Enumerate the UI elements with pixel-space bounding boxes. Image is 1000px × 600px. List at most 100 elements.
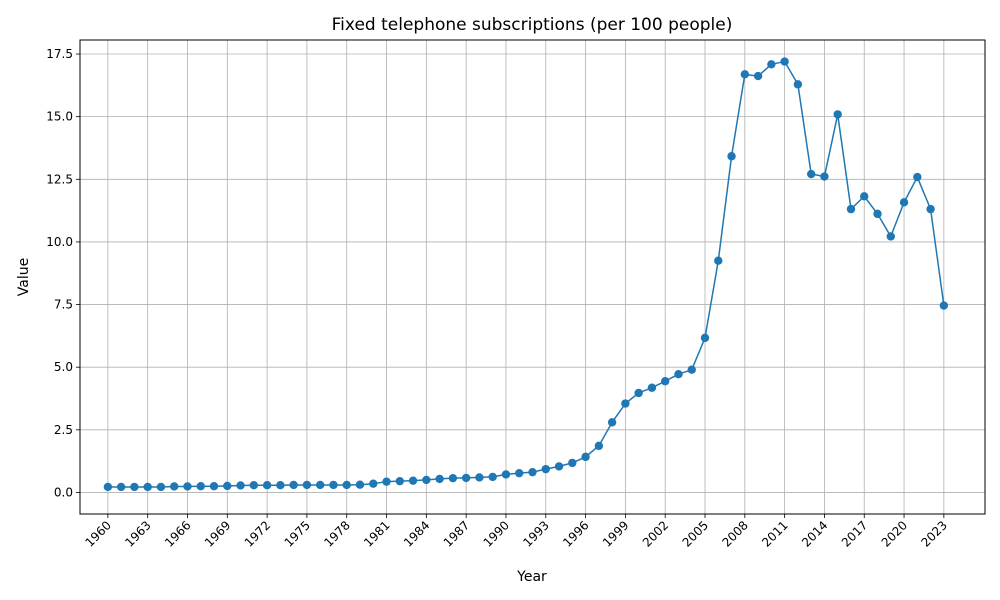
data-point bbox=[475, 473, 484, 482]
data-point bbox=[130, 482, 139, 492]
data-point bbox=[913, 172, 922, 182]
data-point bbox=[660, 377, 670, 386]
x-tick-label: 1996 bbox=[560, 518, 591, 549]
x-tick-label: 2020 bbox=[879, 518, 910, 549]
y-tick-label: 15.0 bbox=[46, 110, 73, 124]
data-point bbox=[369, 479, 378, 488]
data-point bbox=[568, 458, 577, 468]
data-point bbox=[846, 204, 856, 214]
data-point bbox=[408, 476, 418, 485]
x-axis: 1960 1963 1966 1969 1972 1975 1978 1981 1984 1987… bbox=[82, 514, 950, 550]
data-point bbox=[183, 482, 192, 491]
data-point bbox=[700, 333, 710, 343]
x-tick-label: 1999 bbox=[600, 518, 631, 549]
y-tick-label: 5.0 bbox=[54, 360, 73, 374]
x-tick-label: 2014 bbox=[799, 518, 830, 549]
x-tick-label: 1975 bbox=[282, 518, 313, 549]
data-point bbox=[528, 467, 537, 477]
y-tick-label: 0.0 bbox=[54, 485, 73, 499]
data-point bbox=[714, 256, 723, 265]
x-tick-label: 1966 bbox=[162, 518, 193, 549]
data-point bbox=[873, 209, 882, 219]
y-tick-label: 10.0 bbox=[46, 235, 73, 249]
x-tick-label: 1990 bbox=[481, 518, 512, 549]
data-point bbox=[899, 198, 909, 207]
data-point bbox=[488, 472, 497, 482]
data-point bbox=[634, 388, 643, 398]
x-tick-label: 1984 bbox=[401, 518, 432, 549]
data-point bbox=[581, 452, 590, 462]
data-point bbox=[820, 172, 829, 181]
y-tick-label: 12.5 bbox=[46, 172, 73, 186]
series-line bbox=[107, 60, 945, 488]
data-point bbox=[674, 370, 683, 379]
x-tick-label: 2002 bbox=[640, 518, 671, 549]
data-point bbox=[541, 464, 550, 474]
data-point bbox=[860, 192, 869, 201]
data-point bbox=[515, 468, 524, 478]
data-point bbox=[647, 383, 657, 392]
data-point bbox=[740, 70, 750, 79]
data-point bbox=[116, 482, 126, 492]
data-point bbox=[448, 473, 458, 483]
data-point bbox=[262, 480, 272, 490]
data-point bbox=[196, 481, 205, 491]
data-point bbox=[382, 477, 391, 486]
y-tick-label: 2.5 bbox=[54, 423, 73, 437]
data-point bbox=[315, 480, 325, 490]
data-point bbox=[329, 480, 338, 490]
y-axis-label: Value bbox=[16, 258, 32, 296]
data-point bbox=[886, 232, 895, 241]
data-point bbox=[276, 480, 285, 490]
plot-frame bbox=[79, 39, 986, 515]
data-point bbox=[289, 480, 298, 490]
data-point bbox=[793, 80, 803, 89]
x-tick-label: 2008 bbox=[719, 518, 750, 549]
chart-title: Fixed telephone subscriptions (per 100 p… bbox=[332, 15, 733, 35]
data-point bbox=[422, 475, 431, 485]
data-point bbox=[249, 480, 259, 490]
data-point bbox=[607, 418, 617, 427]
x-tick-label: 1981 bbox=[361, 518, 392, 549]
data-point bbox=[236, 481, 245, 490]
y-tick-label: 7.5 bbox=[54, 298, 73, 312]
x-tick-label: 1972 bbox=[242, 518, 273, 549]
data-point bbox=[461, 473, 471, 483]
data-point bbox=[939, 301, 949, 310]
data-point bbox=[687, 365, 696, 374]
data-point bbox=[342, 480, 351, 490]
data-point bbox=[926, 204, 935, 214]
data-point bbox=[621, 399, 630, 408]
data-point bbox=[501, 470, 511, 479]
data-point bbox=[806, 169, 816, 179]
data-point bbox=[780, 57, 789, 66]
data-point bbox=[753, 71, 763, 81]
x-tick-label: 2017 bbox=[839, 518, 870, 549]
data-points bbox=[103, 57, 949, 492]
data-point bbox=[767, 60, 776, 69]
data-point bbox=[727, 152, 736, 161]
y-tick-label: 17.5 bbox=[46, 47, 73, 61]
data-point bbox=[143, 482, 152, 492]
data-point bbox=[594, 441, 604, 451]
data-point bbox=[209, 481, 219, 491]
x-tick-label: 2005 bbox=[680, 518, 711, 549]
data-point bbox=[554, 462, 564, 471]
data-point bbox=[833, 110, 842, 119]
x-tick-label: 1969 bbox=[202, 518, 233, 549]
data-point bbox=[395, 476, 405, 486]
y-axis: 0.0 2.5 5.0 7.5 10.0 12.5 15.0 17.5 bbox=[46, 47, 80, 499]
x-tick-label: 1963 bbox=[122, 518, 153, 549]
x-axis-label: Year bbox=[516, 569, 547, 585]
x-tick-label: 1978 bbox=[321, 518, 352, 549]
data-point bbox=[170, 482, 179, 491]
x-tick-label: 1960 bbox=[82, 518, 113, 549]
x-tick-label: 2011 bbox=[759, 518, 790, 549]
x-tick-label: 2023 bbox=[918, 518, 949, 549]
data-point bbox=[223, 481, 232, 491]
data-point bbox=[156, 482, 166, 492]
grid bbox=[80, 40, 985, 514]
data-point bbox=[435, 474, 444, 484]
